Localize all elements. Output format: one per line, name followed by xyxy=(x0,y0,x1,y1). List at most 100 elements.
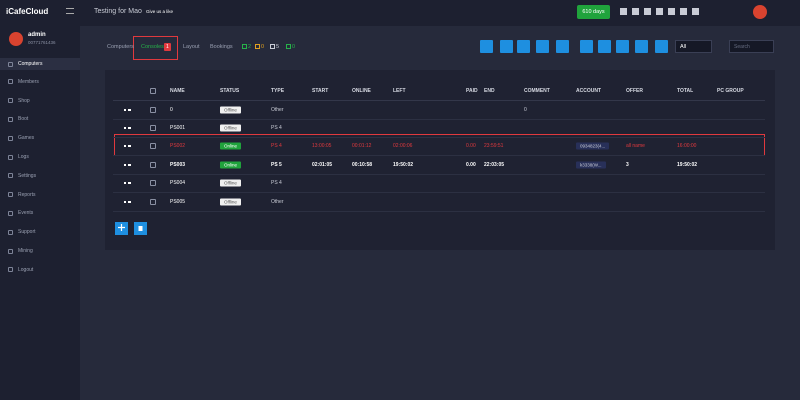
menu-item[interactable]: Logout xyxy=(8,265,33,275)
menu-item[interactable]: Events xyxy=(8,208,33,218)
menu-label: Members xyxy=(18,78,39,85)
cell: PS 5 xyxy=(271,162,282,168)
toolbar-button[interactable] xyxy=(580,40,593,53)
column-header: ONLINE xyxy=(352,88,371,94)
toolbar-button[interactable] xyxy=(598,40,611,53)
menu-icon xyxy=(8,154,13,160)
toolbar-button[interactable] xyxy=(500,40,513,53)
row-dots[interactable] xyxy=(124,127,131,129)
icon[interactable] xyxy=(656,8,663,15)
add-button[interactable] xyxy=(115,222,128,235)
menu-item[interactable]: Mining xyxy=(8,246,33,256)
row-dots[interactable] xyxy=(124,109,131,111)
row-checkbox[interactable] xyxy=(150,143,156,149)
cell: 16:00:00 xyxy=(677,143,697,149)
toolbar-button[interactable] xyxy=(616,40,629,53)
toolbar-button[interactable] xyxy=(517,40,530,53)
menu-item[interactable]: Support xyxy=(8,227,36,237)
column-header: ACCOUNT xyxy=(576,88,601,94)
menu-item[interactable]: Shop xyxy=(8,96,30,106)
menu-item[interactable]: Games xyxy=(8,133,34,143)
row-divider xyxy=(113,192,765,193)
status-icon xyxy=(286,44,291,49)
row-dots[interactable] xyxy=(124,182,131,184)
like-link[interactable]: Give us a like xyxy=(146,9,174,14)
menu-label: Events xyxy=(18,210,34,217)
status-badge: Offline xyxy=(220,124,241,132)
column-header: TYPE xyxy=(271,88,285,94)
menu-label: Settings xyxy=(18,172,37,179)
days-button[interactable]: 610 days xyxy=(577,5,610,19)
menu-icon xyxy=(8,61,13,67)
search-input[interactable]: Search xyxy=(729,40,774,53)
menu-item[interactable]: Reports xyxy=(8,190,36,200)
cell: 0.00 xyxy=(466,143,476,149)
menu-item[interactable]: Settings xyxy=(8,171,36,181)
cell: PS 4 xyxy=(271,125,282,131)
delete-button[interactable] xyxy=(134,222,147,235)
filter-select[interactable]: All xyxy=(675,40,712,53)
row-divider xyxy=(113,174,765,175)
status-icon xyxy=(255,44,260,49)
column-header: TOTAL xyxy=(677,88,694,94)
status-icon xyxy=(242,44,247,49)
topbar: Testing for Mao Give us a like 610 days xyxy=(66,0,800,26)
tab[interactable]: Layout xyxy=(183,44,200,50)
menu-item[interactable]: Boot xyxy=(8,114,28,124)
menu-toggle[interactable] xyxy=(66,8,74,14)
account-badge: 0934823(4... xyxy=(576,142,610,150)
trash-icon xyxy=(138,226,143,231)
menu-icon xyxy=(8,248,13,254)
tab[interactable]: Bookings xyxy=(210,44,233,50)
icon[interactable] xyxy=(644,8,651,15)
toolbar-button[interactable] xyxy=(480,40,493,53)
header-checkbox[interactable] xyxy=(150,88,156,94)
column-header: OFFER xyxy=(626,88,643,94)
icon[interactable] xyxy=(620,8,627,15)
cell: PS 4 xyxy=(271,143,282,149)
status-badge: Online xyxy=(220,142,242,150)
cell: 19:50:02 xyxy=(393,162,414,168)
tab[interactable]: Consoles xyxy=(141,44,164,50)
icon[interactable] xyxy=(632,8,639,15)
toolbar-button[interactable] xyxy=(536,40,549,53)
row-divider xyxy=(113,155,765,156)
row-checkbox[interactable] xyxy=(150,199,156,205)
toolbar-button[interactable] xyxy=(655,40,668,53)
menu-item[interactable]: Members xyxy=(8,77,39,87)
plus-icon xyxy=(118,224,125,231)
cell: PS005 xyxy=(170,199,186,205)
menu-item[interactable]: Logs xyxy=(8,152,29,162)
toolbar-button[interactable] xyxy=(635,40,648,53)
toolbar-button[interactable] xyxy=(556,40,569,53)
column-header: COMMENT xyxy=(524,88,550,94)
row-checkbox[interactable] xyxy=(150,162,156,168)
cell: 22:03:05 xyxy=(484,162,505,168)
row-checkbox[interactable] xyxy=(150,125,156,131)
row-dots[interactable] xyxy=(124,164,131,166)
column-header: END xyxy=(484,88,495,94)
tab[interactable]: Computers xyxy=(107,44,134,50)
menu-item[interactable]: Computers xyxy=(0,58,80,70)
menu-icon xyxy=(8,116,13,122)
row-dots[interactable] xyxy=(124,145,131,147)
cell: PS003 xyxy=(170,162,186,168)
menu-label: Shop xyxy=(18,97,30,104)
icon[interactable] xyxy=(668,8,675,15)
user-avatar[interactable] xyxy=(753,5,767,19)
status-badge: Online xyxy=(220,161,242,169)
table-panel xyxy=(105,70,775,250)
row-checkbox[interactable] xyxy=(150,107,156,113)
menu-icon xyxy=(8,192,13,198)
row-checkbox[interactable] xyxy=(150,180,156,186)
icon[interactable] xyxy=(680,8,687,15)
social-icons xyxy=(620,8,710,16)
menu-icon xyxy=(8,135,13,141)
icon[interactable] xyxy=(692,8,699,15)
row-dots[interactable] xyxy=(124,201,131,203)
column-header: LEFT xyxy=(393,88,406,94)
site-title: Testing for Mao xyxy=(94,8,142,15)
cell: 0 xyxy=(524,107,527,113)
cell: PS004 xyxy=(170,180,186,186)
